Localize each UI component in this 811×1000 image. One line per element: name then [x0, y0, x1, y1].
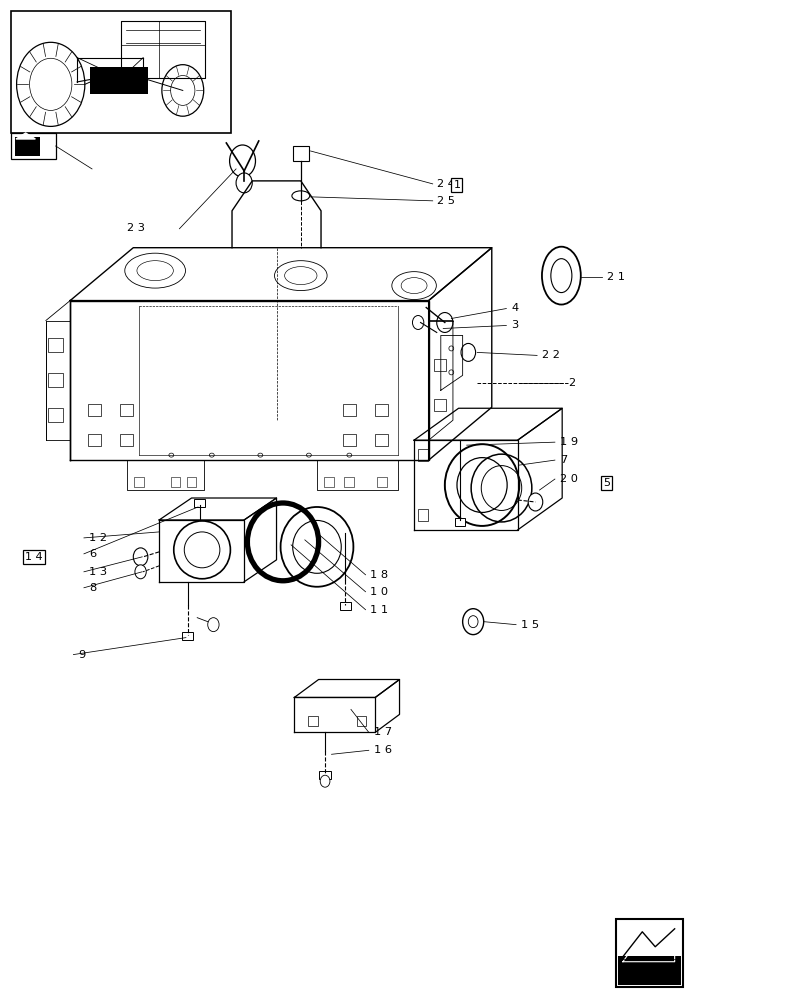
- Bar: [617, 956, 680, 985]
- Circle shape: [412, 316, 423, 329]
- Bar: [344, 477, 354, 487]
- Text: 8: 8: [88, 583, 96, 593]
- Bar: [90, 67, 148, 94]
- Circle shape: [462, 609, 483, 635]
- Bar: [433, 359, 445, 371]
- Text: 2 5: 2 5: [436, 196, 454, 206]
- Bar: [376, 477, 386, 487]
- Bar: [11, 11, 231, 133]
- Ellipse shape: [306, 453, 311, 457]
- Text: 1 6: 1 6: [373, 745, 391, 755]
- Bar: [134, 477, 144, 487]
- Text: 5: 5: [603, 478, 609, 488]
- Circle shape: [133, 548, 148, 566]
- Ellipse shape: [346, 453, 351, 457]
- Circle shape: [236, 173, 252, 193]
- Bar: [49, 408, 62, 422]
- Bar: [433, 399, 445, 411]
- Text: 1 9: 1 9: [559, 437, 577, 447]
- Text: 1 0: 1 0: [369, 587, 387, 597]
- Text: 1 7: 1 7: [373, 727, 391, 737]
- Bar: [418, 509, 427, 521]
- Ellipse shape: [448, 370, 453, 375]
- Text: 1 2: 1 2: [88, 533, 107, 543]
- Circle shape: [436, 313, 453, 332]
- Bar: [292, 146, 308, 161]
- Circle shape: [230, 145, 255, 177]
- Bar: [307, 716, 317, 726]
- Ellipse shape: [169, 453, 174, 457]
- Text: 2 2: 2 2: [541, 350, 559, 360]
- Bar: [170, 477, 180, 487]
- Ellipse shape: [209, 453, 214, 457]
- Bar: [375, 434, 388, 446]
- Polygon shape: [16, 133, 36, 139]
- Bar: [418, 449, 427, 461]
- Text: 9: 9: [78, 650, 85, 660]
- Text: 1 4: 1 4: [25, 552, 42, 562]
- Bar: [49, 338, 62, 352]
- Ellipse shape: [448, 346, 453, 351]
- Circle shape: [135, 565, 146, 579]
- Text: 2 0: 2 0: [559, 474, 577, 484]
- Bar: [616, 919, 682, 987]
- Bar: [120, 404, 133, 416]
- Bar: [375, 404, 388, 416]
- Bar: [120, 434, 133, 446]
- Text: 1 5: 1 5: [521, 620, 539, 630]
- Bar: [455, 518, 465, 526]
- Text: 2 4: 2 4: [436, 179, 454, 189]
- Text: 2 1: 2 1: [606, 272, 624, 282]
- Bar: [88, 434, 101, 446]
- Text: 2: 2: [567, 378, 574, 388]
- Text: 1 8: 1 8: [369, 570, 387, 580]
- Bar: [342, 404, 355, 416]
- Text: 4: 4: [511, 303, 517, 313]
- Bar: [187, 477, 196, 487]
- Ellipse shape: [258, 453, 263, 457]
- Bar: [342, 434, 355, 446]
- Text: 1 1: 1 1: [369, 605, 387, 615]
- Text: 2 3: 2 3: [127, 223, 144, 233]
- Bar: [356, 716, 366, 726]
- Bar: [11, 133, 55, 159]
- Bar: [339, 602, 350, 610]
- Ellipse shape: [291, 191, 309, 201]
- Bar: [319, 771, 330, 779]
- Text: 1: 1: [453, 180, 460, 190]
- Circle shape: [208, 618, 219, 632]
- Text: 1 3: 1 3: [88, 567, 107, 577]
- Bar: [49, 373, 62, 387]
- Bar: [88, 404, 101, 416]
- Bar: [182, 632, 193, 640]
- Bar: [15, 137, 40, 156]
- Text: 3: 3: [511, 320, 517, 330]
- Bar: [324, 477, 333, 487]
- Circle shape: [320, 775, 329, 787]
- Circle shape: [461, 343, 475, 361]
- Text: 7: 7: [559, 455, 566, 465]
- Text: 6: 6: [88, 549, 96, 559]
- Circle shape: [527, 493, 542, 511]
- Bar: [194, 499, 205, 507]
